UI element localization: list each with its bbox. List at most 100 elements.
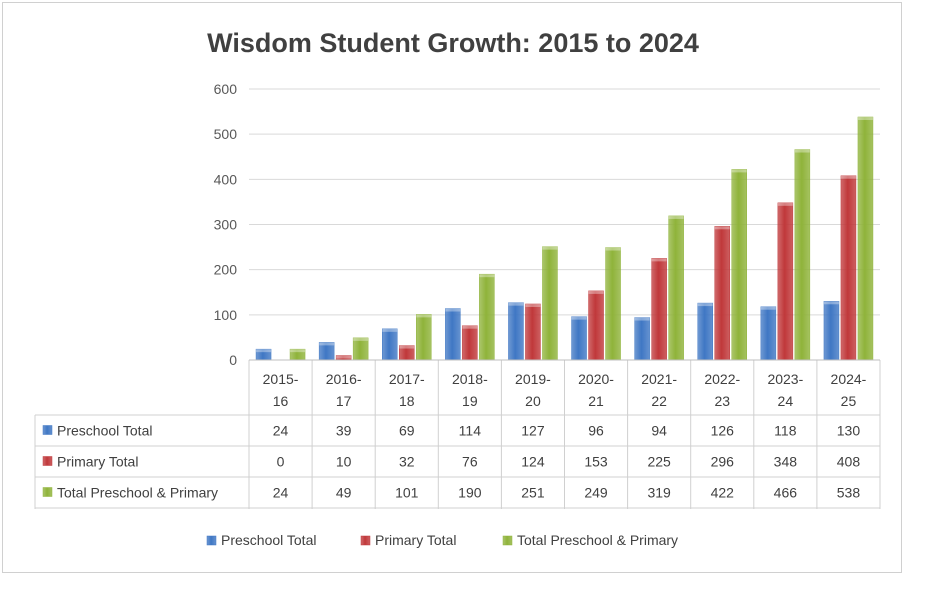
- bar-cap: [353, 337, 369, 341]
- chart-title: Wisdom Student Growth: 2015 to 2024: [207, 28, 699, 58]
- bar-cap: [399, 345, 415, 349]
- legend-label: Preschool Total: [221, 532, 316, 548]
- data-label: 130: [837, 423, 861, 439]
- x-tick-label: 2020-: [578, 371, 614, 387]
- data-label: 24: [273, 423, 289, 439]
- bar-cap: [416, 314, 432, 318]
- bar-chart: Wisdom Student Growth: 2015 to 2024 0100…: [34, 28, 881, 548]
- legend-swatch: [502, 535, 513, 546]
- gridlines: [249, 88, 880, 361]
- bar: [352, 337, 369, 361]
- bar: [651, 258, 667, 361]
- data-label: 39: [336, 423, 352, 439]
- bar: [794, 149, 811, 361]
- y-tick-label: 600: [214, 81, 238, 97]
- data-label: 126: [711, 423, 735, 439]
- table-series-name: Total Preschool & Primary: [57, 485, 218, 501]
- chart-frame: Wisdom Student Growth: 2015 to 2024 0 100…: [2, 2, 902, 573]
- bar: [508, 302, 524, 361]
- x-tick-label: 21: [588, 393, 604, 409]
- bar: [382, 328, 398, 361]
- bar: [462, 325, 478, 361]
- bar: [697, 302, 713, 361]
- bar-cap: [777, 202, 793, 206]
- x-tick-label: 20: [525, 393, 541, 409]
- x-tick-label: 2015-: [263, 371, 299, 387]
- bar-cap: [382, 328, 398, 332]
- bar-cap: [651, 258, 667, 262]
- table-series-key: [42, 456, 53, 466]
- data-label: 466: [774, 485, 798, 501]
- x-tick-label: 2021-: [641, 371, 677, 387]
- data-label: 69: [399, 423, 415, 439]
- bar: [542, 246, 558, 361]
- data-label: 538: [837, 485, 861, 501]
- bar-cap: [445, 308, 461, 312]
- data-label: 190: [458, 485, 482, 501]
- bar: [588, 290, 604, 361]
- bar-cap: [542, 246, 558, 250]
- data-label: 408: [837, 454, 861, 470]
- bar-cap: [290, 349, 306, 353]
- bar-cap: [714, 226, 730, 230]
- y-tick-label: 500: [214, 126, 238, 142]
- bar: [416, 314, 432, 361]
- data-label: 24: [273, 485, 289, 501]
- bar: [840, 175, 857, 361]
- data-label: 296: [711, 454, 735, 470]
- bar-cap: [794, 149, 810, 153]
- data-label: 225: [647, 454, 671, 470]
- bar-cap: [571, 316, 587, 320]
- data-label: 49: [336, 485, 352, 501]
- y-tick-label: 0: [229, 352, 237, 368]
- bar-cap: [760, 306, 776, 310]
- bar: [479, 273, 495, 361]
- y-tick-label: 400: [214, 171, 238, 187]
- bar-cap: [697, 303, 713, 307]
- table-series-name: Primary Total: [57, 454, 138, 470]
- data-label: 319: [647, 485, 671, 501]
- table-series-name: Preschool Total: [57, 423, 152, 439]
- data-label: 124: [521, 454, 545, 470]
- bar-cap: [668, 215, 684, 219]
- x-tick-label: 25: [841, 393, 857, 409]
- bar-cap: [605, 247, 621, 251]
- x-tick-label: 23: [714, 393, 730, 409]
- x-tick-label: 2017-: [389, 371, 425, 387]
- bar-cap: [840, 175, 856, 179]
- bar-cap: [823, 301, 839, 305]
- bar: [857, 116, 874, 361]
- data-label: 251: [521, 485, 545, 501]
- bar: [571, 316, 587, 361]
- data-label: 249: [584, 485, 608, 501]
- data-label: 348: [774, 454, 798, 470]
- x-tick-label: 16: [273, 393, 289, 409]
- data-label: 32: [399, 454, 415, 470]
- data-label: 0: [277, 454, 285, 470]
- bar-cap: [588, 290, 604, 294]
- bars: [255, 116, 874, 361]
- bar-cap: [319, 342, 335, 346]
- data-label: 118: [774, 423, 797, 439]
- bar: [731, 169, 747, 361]
- data-table: 2015- 16 2016- 17 2017- 18 2018- 19 2019- 20 2020-…: [34, 359, 881, 509]
- bar: [668, 215, 684, 361]
- y-tick-label: 300: [214, 217, 238, 233]
- data-label: 127: [521, 423, 545, 439]
- x-tick-label: 2018-: [452, 371, 488, 387]
- bar: [605, 247, 621, 361]
- y-axis-tick-labels: 0 100 200 300 400 500 600: [214, 81, 238, 368]
- y-tick-label: 200: [214, 262, 238, 278]
- legend-swatch: [206, 535, 217, 546]
- bar-cap: [731, 169, 747, 173]
- table-series-key: [42, 487, 53, 497]
- bar: [714, 226, 730, 361]
- data-label: 76: [462, 454, 478, 470]
- bar-cap: [479, 274, 495, 278]
- bar-cap: [857, 117, 873, 121]
- x-tick-label: 2022-: [704, 371, 740, 387]
- data-label: 96: [588, 423, 604, 439]
- x-tick-label: 2016-: [326, 371, 362, 387]
- bar-cap: [525, 303, 541, 307]
- bar: [525, 303, 541, 361]
